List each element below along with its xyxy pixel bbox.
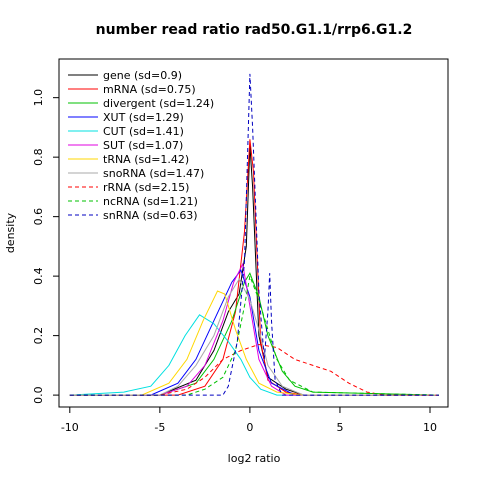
series-line	[69, 343, 439, 396]
x-tick-label: 5	[336, 421, 343, 434]
y-tick-label: 0.2	[32, 327, 45, 345]
series-line	[69, 274, 440, 396]
legend: gene (sd=0.9)mRNA (sd=0.75)divergent (sd…	[68, 69, 214, 222]
legend-entry: CUT (sd=1.41)	[103, 125, 184, 138]
legend-entry: tRNA (sd=1.42)	[103, 153, 189, 166]
legend-entry: snoRNA (sd=1.47)	[103, 167, 204, 180]
legend-entry: divergent (sd=1.24)	[103, 97, 214, 110]
legend-entry: snRNA (sd=0.63)	[103, 209, 198, 222]
legend-entry: XUT (sd=1.29)	[103, 111, 184, 124]
legend-entry: mRNA (sd=0.75)	[103, 83, 196, 96]
x-tick-label: -5	[154, 421, 165, 434]
y-tick-label: 0.4	[32, 267, 45, 285]
series-line	[69, 262, 439, 396]
legend-entry: SUT (sd=1.07)	[103, 139, 183, 152]
legend-entry: ncRNA (sd=1.21)	[103, 195, 198, 208]
series-line	[69, 73, 439, 396]
legend-entry: gene (sd=0.9)	[103, 69, 182, 82]
y-axis: 0.0 0.2 0.4 0.6 0.8 1.0	[32, 89, 60, 404]
y-tick-label: 0.0	[32, 386, 45, 404]
y-axis-label: density	[4, 212, 17, 253]
x-tick-label: -10	[61, 421, 79, 434]
x-axis: -10 -5 0 5 10	[61, 406, 437, 434]
x-axis-label: log2 ratio	[228, 452, 281, 465]
series-line	[69, 290, 439, 396]
legend-entry: rRNA (sd=2.15)	[103, 181, 189, 194]
y-tick-label: 1.0	[32, 89, 45, 107]
series-line	[69, 145, 439, 396]
series-line	[69, 139, 439, 396]
series-line	[69, 278, 439, 396]
y-tick-label: 0.8	[32, 148, 45, 166]
x-tick-label: 0	[246, 421, 253, 434]
y-tick-label: 0.6	[32, 208, 45, 226]
series-line	[69, 314, 439, 396]
x-tick-label: 10	[423, 421, 437, 434]
chart-title: number read ratio rad50.G1.1/rrp6.G1.2	[96, 22, 413, 38]
series-layer	[69, 73, 440, 396]
